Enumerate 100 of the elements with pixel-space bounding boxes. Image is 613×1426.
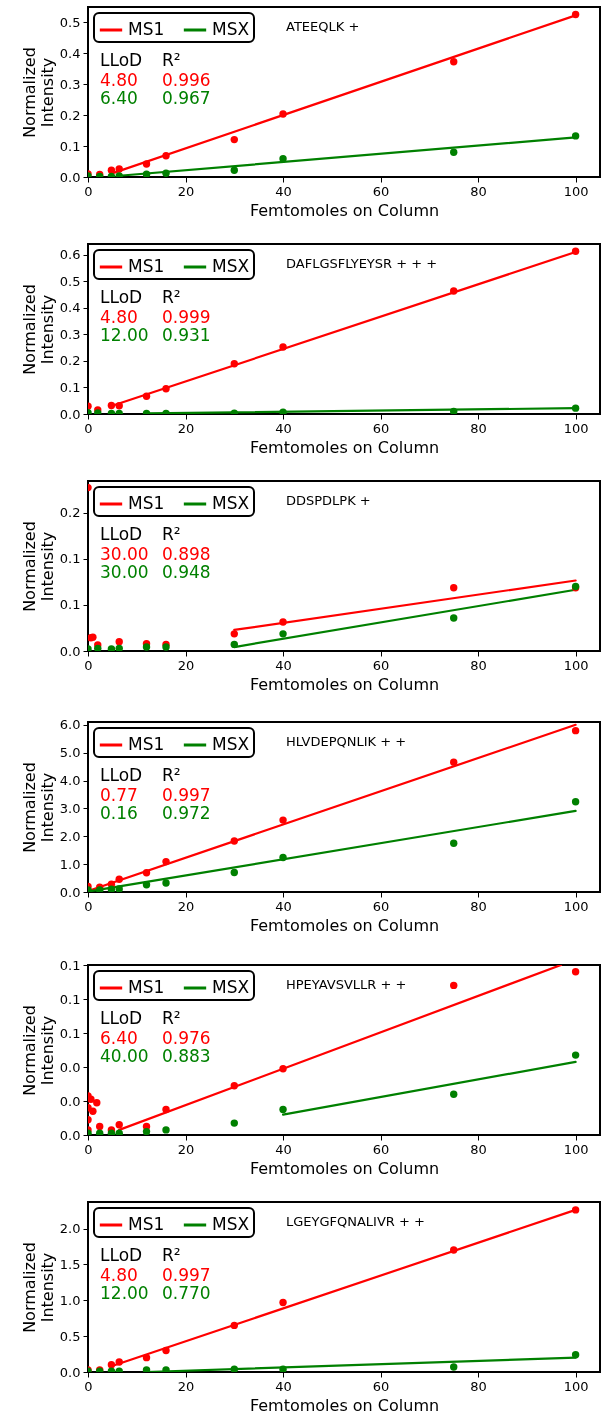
- x-tick-label: 0: [84, 1378, 93, 1394]
- annotation: HPEYAVSVLLR + +: [286, 977, 407, 992]
- y-tick-label: 0.0: [59, 1127, 81, 1143]
- x-tick-label: 80: [470, 183, 487, 199]
- y-tick-label: 0.4: [59, 300, 81, 316]
- x-axis-title: Femtomoles on Column: [249, 200, 440, 220]
- y-tick-label: 0.0: [59, 884, 81, 900]
- annotation: R²: [162, 765, 181, 785]
- annotation: DAFLGSFLYEYSR + + +: [286, 256, 438, 271]
- annotation: R²: [162, 524, 181, 544]
- legend-label: MS1: [128, 256, 165, 276]
- y-tick-label: 2.0: [59, 1221, 81, 1237]
- annotation: R²: [162, 50, 181, 70]
- annotation: LLoD: [100, 50, 143, 70]
- y-tick-label: 0.1: [59, 379, 81, 395]
- annotation: 0.997: [162, 785, 211, 805]
- x-tick-label: 60: [372, 420, 390, 436]
- y-axis-title: Normalized Intensity: [19, 762, 57, 853]
- annotation: DDSPDLPK +: [286, 493, 371, 508]
- annotation: 30.00: [100, 544, 149, 564]
- annotation: 30.00: [100, 562, 149, 582]
- x-tick-label: 40: [275, 183, 292, 199]
- x-axis-title: Femtomoles on Column: [249, 674, 440, 694]
- y-tick-label: 0.1: [59, 1025, 81, 1041]
- annotation: LLoD: [100, 1245, 143, 1265]
- y-tick-label: 0.5: [59, 273, 81, 289]
- y-tick-label: 0.0: [59, 169, 81, 185]
- y-tick-label: 0.0: [59, 406, 81, 422]
- annotation: LGEYGFQNALIVR + +: [286, 1214, 425, 1229]
- legend-label: MS1: [128, 734, 165, 754]
- y-tick-label: 1.0: [59, 1292, 81, 1308]
- x-tick-label: 20: [177, 1141, 195, 1157]
- y-axis-title: Normalized Intensity: [19, 1005, 57, 1096]
- x-tick-label: 40: [275, 1378, 292, 1394]
- annotation: 6.40: [100, 1028, 138, 1048]
- y-axis-title: Normalized Intensity: [19, 284, 57, 375]
- y-tick-label: 2.0: [59, 828, 81, 844]
- y-tick-label: 0.5: [59, 14, 81, 30]
- legend-label: MSX: [212, 734, 250, 754]
- y-tick-label: 0.1: [59, 138, 81, 154]
- x-tick-label: 20: [177, 183, 195, 199]
- x-tick-label: 60: [372, 898, 390, 914]
- x-tick-label: 0: [84, 898, 93, 914]
- annotation: ATEEQLK +: [286, 19, 360, 34]
- y-tick-label: 0.1: [59, 597, 81, 613]
- y-tick-label: 0.0: [59, 1093, 81, 1109]
- annotation: 0.976: [162, 1028, 211, 1048]
- x-tick-label: 60: [372, 1141, 390, 1157]
- y-axis-title: Normalized Intensity: [19, 47, 57, 138]
- annotation: 0.883: [162, 1046, 211, 1066]
- legend-label: MSX: [212, 256, 250, 276]
- annotation: 0.898: [162, 544, 211, 564]
- x-tick-label: 0: [84, 420, 93, 436]
- x-tick-label: 80: [470, 420, 487, 436]
- annotation: LLoD: [100, 524, 143, 544]
- annotation: 0.997: [162, 1265, 211, 1285]
- x-tick-label: 60: [372, 657, 390, 673]
- x-tick-label: 0: [84, 1141, 93, 1157]
- x-axis-title: Femtomoles on Column: [249, 437, 440, 457]
- annotation: 0.770: [162, 1283, 211, 1303]
- annotation: 12.00: [100, 325, 149, 345]
- annotation: 6.40: [100, 88, 138, 108]
- x-tick-label: 100: [563, 1378, 589, 1394]
- x-tick-label: 100: [563, 657, 589, 673]
- annotation: LLoD: [100, 287, 143, 307]
- x-tick-label: 20: [177, 420, 195, 436]
- x-tick-label: 40: [275, 657, 292, 673]
- x-tick-label: 60: [372, 1378, 390, 1394]
- y-tick-label: 0.1: [59, 551, 81, 567]
- y-tick-label: 0.4: [59, 45, 81, 61]
- x-tick-label: 0: [84, 183, 93, 199]
- annotation: 0.972: [162, 803, 211, 823]
- y-axis-title: Normalized Intensity: [19, 1242, 57, 1333]
- legend-label: MS1: [128, 493, 165, 513]
- x-tick-label: 20: [177, 657, 195, 673]
- x-tick-label: 80: [470, 657, 487, 673]
- x-tick-label: 60: [372, 183, 390, 199]
- y-tick-label: 6.0: [59, 717, 81, 733]
- y-tick-label: 0.0: [59, 1059, 81, 1075]
- x-tick-label: 80: [470, 1378, 487, 1394]
- annotation: HLVDEPQNLIK + +: [286, 734, 407, 749]
- annotation: 0.948: [162, 562, 211, 582]
- legend-label: MSX: [212, 977, 250, 997]
- y-tick-label: 5.0: [59, 745, 81, 761]
- x-tick-label: 40: [275, 1141, 292, 1157]
- y-tick-label: 0.1: [59, 957, 81, 973]
- y-tick-label: 0.0: [59, 1364, 81, 1380]
- annotation: 0.77: [100, 785, 138, 805]
- x-tick-label: 40: [275, 898, 292, 914]
- x-tick-label: 40: [275, 420, 292, 436]
- annotation: 0.16: [100, 803, 138, 823]
- annotation: R²: [162, 1245, 181, 1265]
- y-tick-label: 1.5: [59, 1256, 81, 1272]
- legend-label: MSX: [212, 493, 250, 513]
- annotation: 4.80: [100, 70, 138, 90]
- x-tick-label: 100: [563, 1141, 589, 1157]
- legend-label: MSX: [212, 1214, 250, 1234]
- x-tick-label: 20: [177, 898, 195, 914]
- y-axis-title: Normalized Intensity: [19, 521, 57, 612]
- annotation: 4.80: [100, 307, 138, 327]
